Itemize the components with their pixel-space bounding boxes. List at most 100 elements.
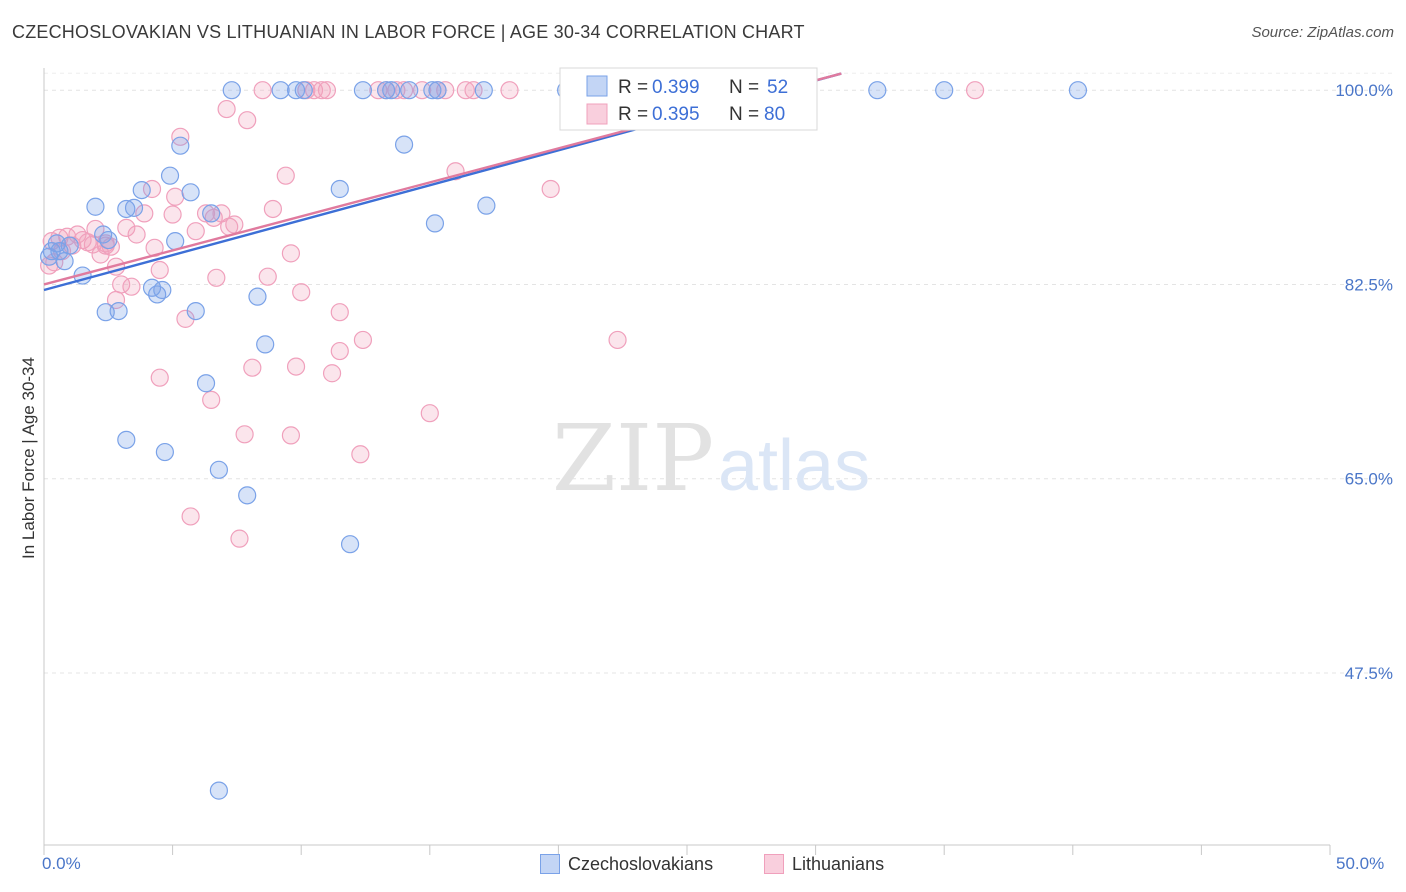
bottom-legend-label-czech: Czechoslovakians <box>568 853 714 874</box>
point-lithuanian <box>394 81 414 100</box>
point-czechoslovakian <box>117 430 136 449</box>
point-lithuanian <box>258 267 277 286</box>
point-czechoslovakian <box>50 242 69 261</box>
point-lithuanian <box>150 368 169 387</box>
point-czechoslovakian <box>340 535 360 554</box>
legend-r-label-lith: R = <box>618 104 653 125</box>
point-czechoslovakian <box>394 135 414 154</box>
point-lithuanian <box>238 111 257 130</box>
point-czechoslovakian <box>286 81 306 100</box>
point-czechoslovakian <box>425 214 445 233</box>
point-lithuanian <box>225 215 244 234</box>
legend-n-label-lith: N = <box>729 104 764 125</box>
x-tick-label-max: 50.0% <box>1336 854 1384 873</box>
point-lithuanian <box>150 260 169 280</box>
legend-r-label-czech: R = <box>618 77 653 98</box>
point-czechoslovakian <box>94 225 113 244</box>
y-tick-label: 100.0% <box>1335 81 1393 100</box>
point-lithuanian <box>304 81 324 100</box>
point-lithuanian <box>420 404 439 423</box>
point-lithuanian <box>243 358 262 377</box>
point-czechoslovakian <box>294 81 313 100</box>
point-lithuanian <box>412 81 432 100</box>
bottom-legend-lith[interactable]: Lithuanians <box>764 852 884 876</box>
point-lithuanian <box>186 222 205 241</box>
point-czechoslovakian <box>238 486 257 505</box>
legend-box: R = 0.399 N = 52 R = 0.395 N = 80 <box>559 67 818 131</box>
point-lithuanian <box>286 357 306 376</box>
point-lithuanian <box>181 507 200 526</box>
point-lithuanian <box>127 225 146 244</box>
point-czechoslovakian <box>55 252 74 271</box>
point-lithuanian <box>166 187 185 206</box>
x-tick-label-min: 0.0% <box>42 854 81 873</box>
point-czechoslovakian <box>132 181 151 200</box>
point-lithuanian <box>608 330 627 350</box>
legend-r-value-czech: 0.399 <box>652 77 700 98</box>
bottom-legend-swatch-lith <box>764 854 784 874</box>
point-czechoslovakian <box>160 166 180 185</box>
legend-r-value-lith: 0.395 <box>652 104 700 125</box>
point-czechoslovakian <box>474 81 493 100</box>
bottom-legend-label-lith: Lithuanians <box>792 853 885 874</box>
point-lithuanian <box>207 268 226 287</box>
point-lithuanian <box>281 426 301 445</box>
point-czechoslovakian <box>353 81 373 100</box>
point-czechoslovakian <box>271 81 290 100</box>
point-czechoslovakian <box>96 303 115 322</box>
point-lithuanian <box>436 81 455 100</box>
point-czechoslovakian <box>124 198 144 217</box>
point-czechoslovakian <box>1068 81 1088 100</box>
point-czechoslovakian <box>376 81 396 100</box>
point-lithuanian <box>263 199 283 219</box>
legend-swatch-lith <box>586 103 608 125</box>
point-lithuanian <box>217 99 236 119</box>
y-axis-label: In Labor Force | Age 30-34 <box>19 357 38 559</box>
chart-source: Source: ZipAtlas.com <box>1251 24 1394 41</box>
point-czechoslovakian <box>330 179 349 199</box>
y-tick-labels: 100.0% 82.5% 65.0% 47.5% <box>1335 81 1393 683</box>
bottom-legend-czech[interactable]: Czechoslovakians <box>540 852 713 876</box>
point-lithuanian <box>292 283 311 302</box>
point-czechoslovakian <box>209 781 228 800</box>
point-lithuanian <box>230 529 249 548</box>
point-lithuanian <box>456 81 475 100</box>
point-czechoslovakian <box>428 81 447 100</box>
legend-swatch-czech <box>586 75 608 97</box>
point-czechoslovakian <box>202 204 221 223</box>
point-czechoslovakian <box>222 81 241 100</box>
x-ticks <box>43 845 1331 855</box>
y-tick-label: 47.5% <box>1345 664 1393 683</box>
point-lithuanian <box>135 204 154 223</box>
point-lithuanian <box>369 81 388 100</box>
y-tick-label: 65.0% <box>1345 470 1393 489</box>
point-lithuanian <box>500 81 519 100</box>
point-lithuanian <box>330 303 349 322</box>
point-czechoslovakian <box>153 280 172 300</box>
point-czechoslovakian <box>186 301 205 321</box>
legend-n-value-czech: 52 <box>767 77 788 98</box>
point-czechoslovakian <box>196 374 216 393</box>
point-lithuanian <box>281 244 301 263</box>
watermark-zip: ZIP <box>552 405 714 512</box>
point-czechoslovakian <box>400 81 419 100</box>
point-czechoslovakian <box>935 81 954 100</box>
point-lithuanian <box>117 218 136 237</box>
point-czechoslovakian <box>248 287 267 306</box>
bottom-legend-swatch-czech <box>540 854 560 874</box>
series-czechoslovakians-points <box>40 81 1088 800</box>
point-lithuanian <box>122 277 141 296</box>
watermark-atlas: atlas <box>718 426 870 506</box>
point-czechoslovakian <box>477 196 496 215</box>
point-czechoslovakian <box>171 136 190 155</box>
point-lithuanian <box>387 81 406 100</box>
point-czechoslovakian <box>868 81 887 100</box>
point-lithuanian <box>965 81 985 100</box>
point-czechoslovakian <box>155 442 174 462</box>
point-czechoslovakian <box>86 197 105 216</box>
point-lithuanian <box>235 425 254 444</box>
point-lithuanian <box>312 81 331 100</box>
point-lithuanian <box>322 364 342 383</box>
point-lithuanian <box>351 445 370 464</box>
